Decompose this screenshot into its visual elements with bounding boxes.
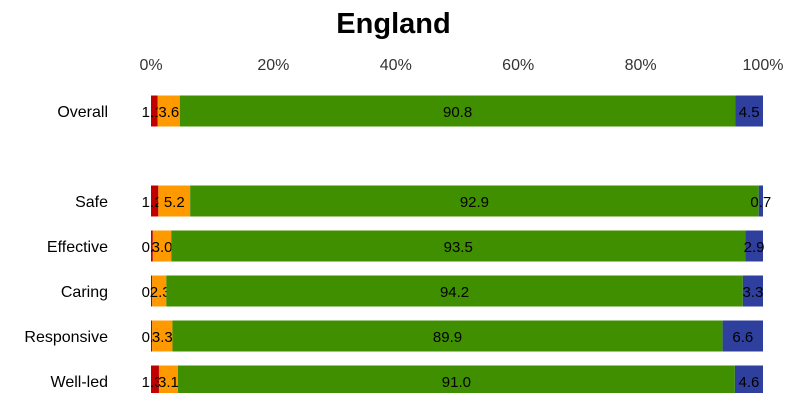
x-tick-label: 80% bbox=[625, 57, 657, 74]
data-label: 93.5 bbox=[444, 239, 473, 256]
bar-segment bbox=[157, 95, 180, 127]
category-label: Well-led bbox=[51, 374, 109, 391]
bar-segment bbox=[152, 275, 167, 307]
data-label: 3.0 bbox=[152, 239, 173, 256]
bar-segment bbox=[171, 230, 746, 262]
bar-segment bbox=[179, 95, 736, 127]
data-label: 3.6 bbox=[158, 104, 179, 121]
data-label: 2.3 bbox=[150, 284, 171, 301]
x-tick-label: 100% bbox=[743, 57, 784, 74]
bar-segment bbox=[735, 95, 763, 127]
bar-segment bbox=[190, 185, 759, 217]
data-label: 1.3 bbox=[142, 374, 163, 391]
x-tick-label: 0% bbox=[139, 57, 162, 74]
x-tick-label: 60% bbox=[502, 57, 534, 74]
data-label: 0.7 bbox=[750, 194, 771, 211]
bar-segment bbox=[158, 365, 178, 393]
data-label: 3.3 bbox=[742, 284, 763, 301]
bar-segment bbox=[151, 365, 159, 393]
bar-segment bbox=[152, 320, 173, 352]
bar-segment bbox=[152, 230, 172, 262]
bar-segment bbox=[151, 275, 153, 307]
x-axis-ticks: 0% 20% 40% 60% 80% 100% bbox=[139, 57, 783, 74]
data-label: 89.9 bbox=[433, 329, 462, 346]
bar-segment bbox=[151, 320, 153, 352]
data-label: 94.2 bbox=[440, 284, 469, 301]
category-label: Overall bbox=[57, 104, 108, 121]
data-label: 1.2 bbox=[142, 194, 163, 211]
data-label: 6.6 bbox=[732, 329, 753, 346]
category-label: Safe bbox=[75, 194, 108, 211]
bar-segment bbox=[172, 320, 723, 352]
data-label: 4.6 bbox=[738, 374, 759, 391]
bar-segment bbox=[151, 185, 159, 217]
data-label: 5.2 bbox=[164, 194, 185, 211]
bar-segment bbox=[151, 95, 158, 127]
category-labels: Overall Safe Effective Caring Responsive Well… bbox=[24, 104, 108, 391]
bar-segment bbox=[734, 365, 763, 393]
bar-segment bbox=[722, 320, 763, 352]
category-label: Effective bbox=[47, 239, 108, 256]
bar-segment bbox=[166, 275, 743, 307]
category-label: Responsive bbox=[24, 329, 108, 346]
data-label: 91.0 bbox=[442, 374, 471, 391]
bar-segment bbox=[158, 185, 191, 217]
data-label: 90.8 bbox=[443, 104, 472, 121]
bar-segment bbox=[742, 275, 763, 307]
data-label: 1.1 bbox=[142, 104, 163, 121]
bar-segment bbox=[745, 230, 763, 262]
bar-segment bbox=[758, 185, 763, 217]
data-label: 92.9 bbox=[460, 194, 489, 211]
bar-segment bbox=[151, 230, 153, 262]
data-label: 2.9 bbox=[744, 239, 765, 256]
category-label: Caring bbox=[61, 284, 108, 301]
data-label: 3.1 bbox=[158, 374, 179, 391]
bar-segment bbox=[177, 365, 735, 393]
x-tick-label: 40% bbox=[380, 57, 412, 74]
data-label: 4.5 bbox=[739, 104, 760, 121]
data-label: 3.3 bbox=[152, 329, 173, 346]
bars: 1.13.6 90.8 4.51.2 5.2 92.9 0.70.33.0 93.5 2.90… bbox=[142, 95, 771, 393]
x-tick-label: 20% bbox=[257, 57, 289, 74]
chart-title: England bbox=[336, 8, 451, 40]
